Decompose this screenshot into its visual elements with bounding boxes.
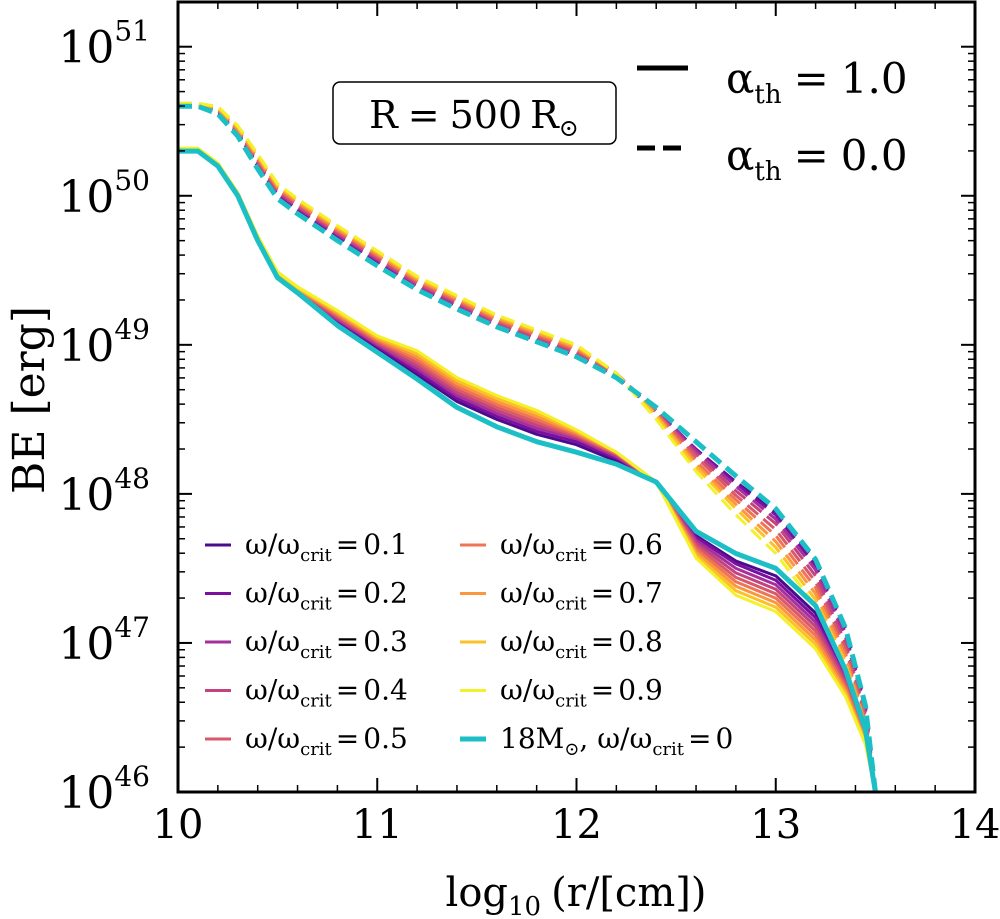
style-legend-dashed-eq: = [794, 131, 829, 180]
x-axis-label: log10 (r/[cm]) [446, 870, 707, 919]
series-line-solid-19 [178, 148, 878, 792]
legend-label-7: ω/ωcrit = 0.8 [500, 625, 663, 663]
plot-frame [176, 0, 977, 794]
style-legend-solid-sub: th [754, 80, 781, 110]
y-tick-label: 1047 [58, 611, 150, 670]
style-legend-solid-value: 1.0 [841, 54, 908, 103]
y-tick-label: 1051 [58, 15, 150, 74]
y-axis-label: BE [erg] [4, 306, 55, 494]
radius-eq: = [408, 93, 440, 137]
style-legend-solid-eq: = [794, 54, 829, 103]
x-tick-label: 11 [352, 802, 403, 848]
style-legend-dashed-value: 0.0 [841, 131, 908, 180]
y-tick-label: 1048 [58, 462, 150, 521]
legend-label-0: ω/ωcrit = 0.1 [245, 528, 408, 566]
series-layer [178, 101, 878, 792]
legend-label-8: ω/ωcrit = 0.9 [500, 674, 663, 712]
radius-annotation-box [332, 81, 617, 145]
radius-unit: R [530, 93, 560, 137]
legend-label-2: ω/ωcrit = 0.3 [245, 625, 408, 663]
x-axis-label-arg: (r/[cm]) [551, 870, 706, 916]
legend-label-4: ω/ωcrit = 0.5 [245, 722, 408, 760]
series-line-dashed-8 [178, 101, 877, 792]
series-line-dashed-9 [178, 103, 878, 792]
style-legend-dashed-sub: th [754, 157, 781, 187]
series-legend: ω/ωcrit = 0.1 ω/ωcrit = 0.2 ω/ωcrit = 0.3 ω/ωcrit… [205, 528, 733, 760]
legend-label-1: ω/ωcrit = 0.2 [245, 577, 408, 615]
svg-text:αth=0.0: αth = 0.0 [726, 131, 908, 187]
y-tick-label: 1046 [58, 760, 150, 819]
radius-unit-sun: ⊙ [559, 114, 579, 142]
x-axis-label-log: log [446, 870, 508, 916]
y-tick-label: 1050 [58, 164, 150, 223]
legend-label-5: ω/ωcrit = 0.6 [500, 528, 663, 566]
legend-label-3: ω/ωcrit = 0.4 [245, 674, 408, 712]
style-legend: αth = 1.0 αth = 0.0 [637, 54, 908, 187]
y-tick-label: 1049 [58, 313, 150, 372]
radius-label: R [369, 93, 399, 137]
x-axis-label-base: 10 [508, 892, 541, 919]
style-legend-dashed-sym: α [726, 131, 754, 180]
style-legend-solid-sym: α [726, 54, 754, 103]
radius-value: 500 [450, 93, 523, 137]
legend-label-9: 18M⊙, ω/ωcrit = 0 [500, 722, 733, 760]
svg-text:αth=1.0: αth = 1.0 [726, 54, 908, 110]
radius-annotation: R = 500 R⊙ [332, 81, 617, 145]
x-tick-label: 10 [153, 802, 204, 848]
legend-label-6: ω/ωcrit = 0.7 [500, 577, 663, 615]
x-tick-label: 13 [750, 802, 801, 848]
x-tick-label: 12 [551, 802, 602, 848]
x-tick-label: 14 [950, 802, 1000, 848]
